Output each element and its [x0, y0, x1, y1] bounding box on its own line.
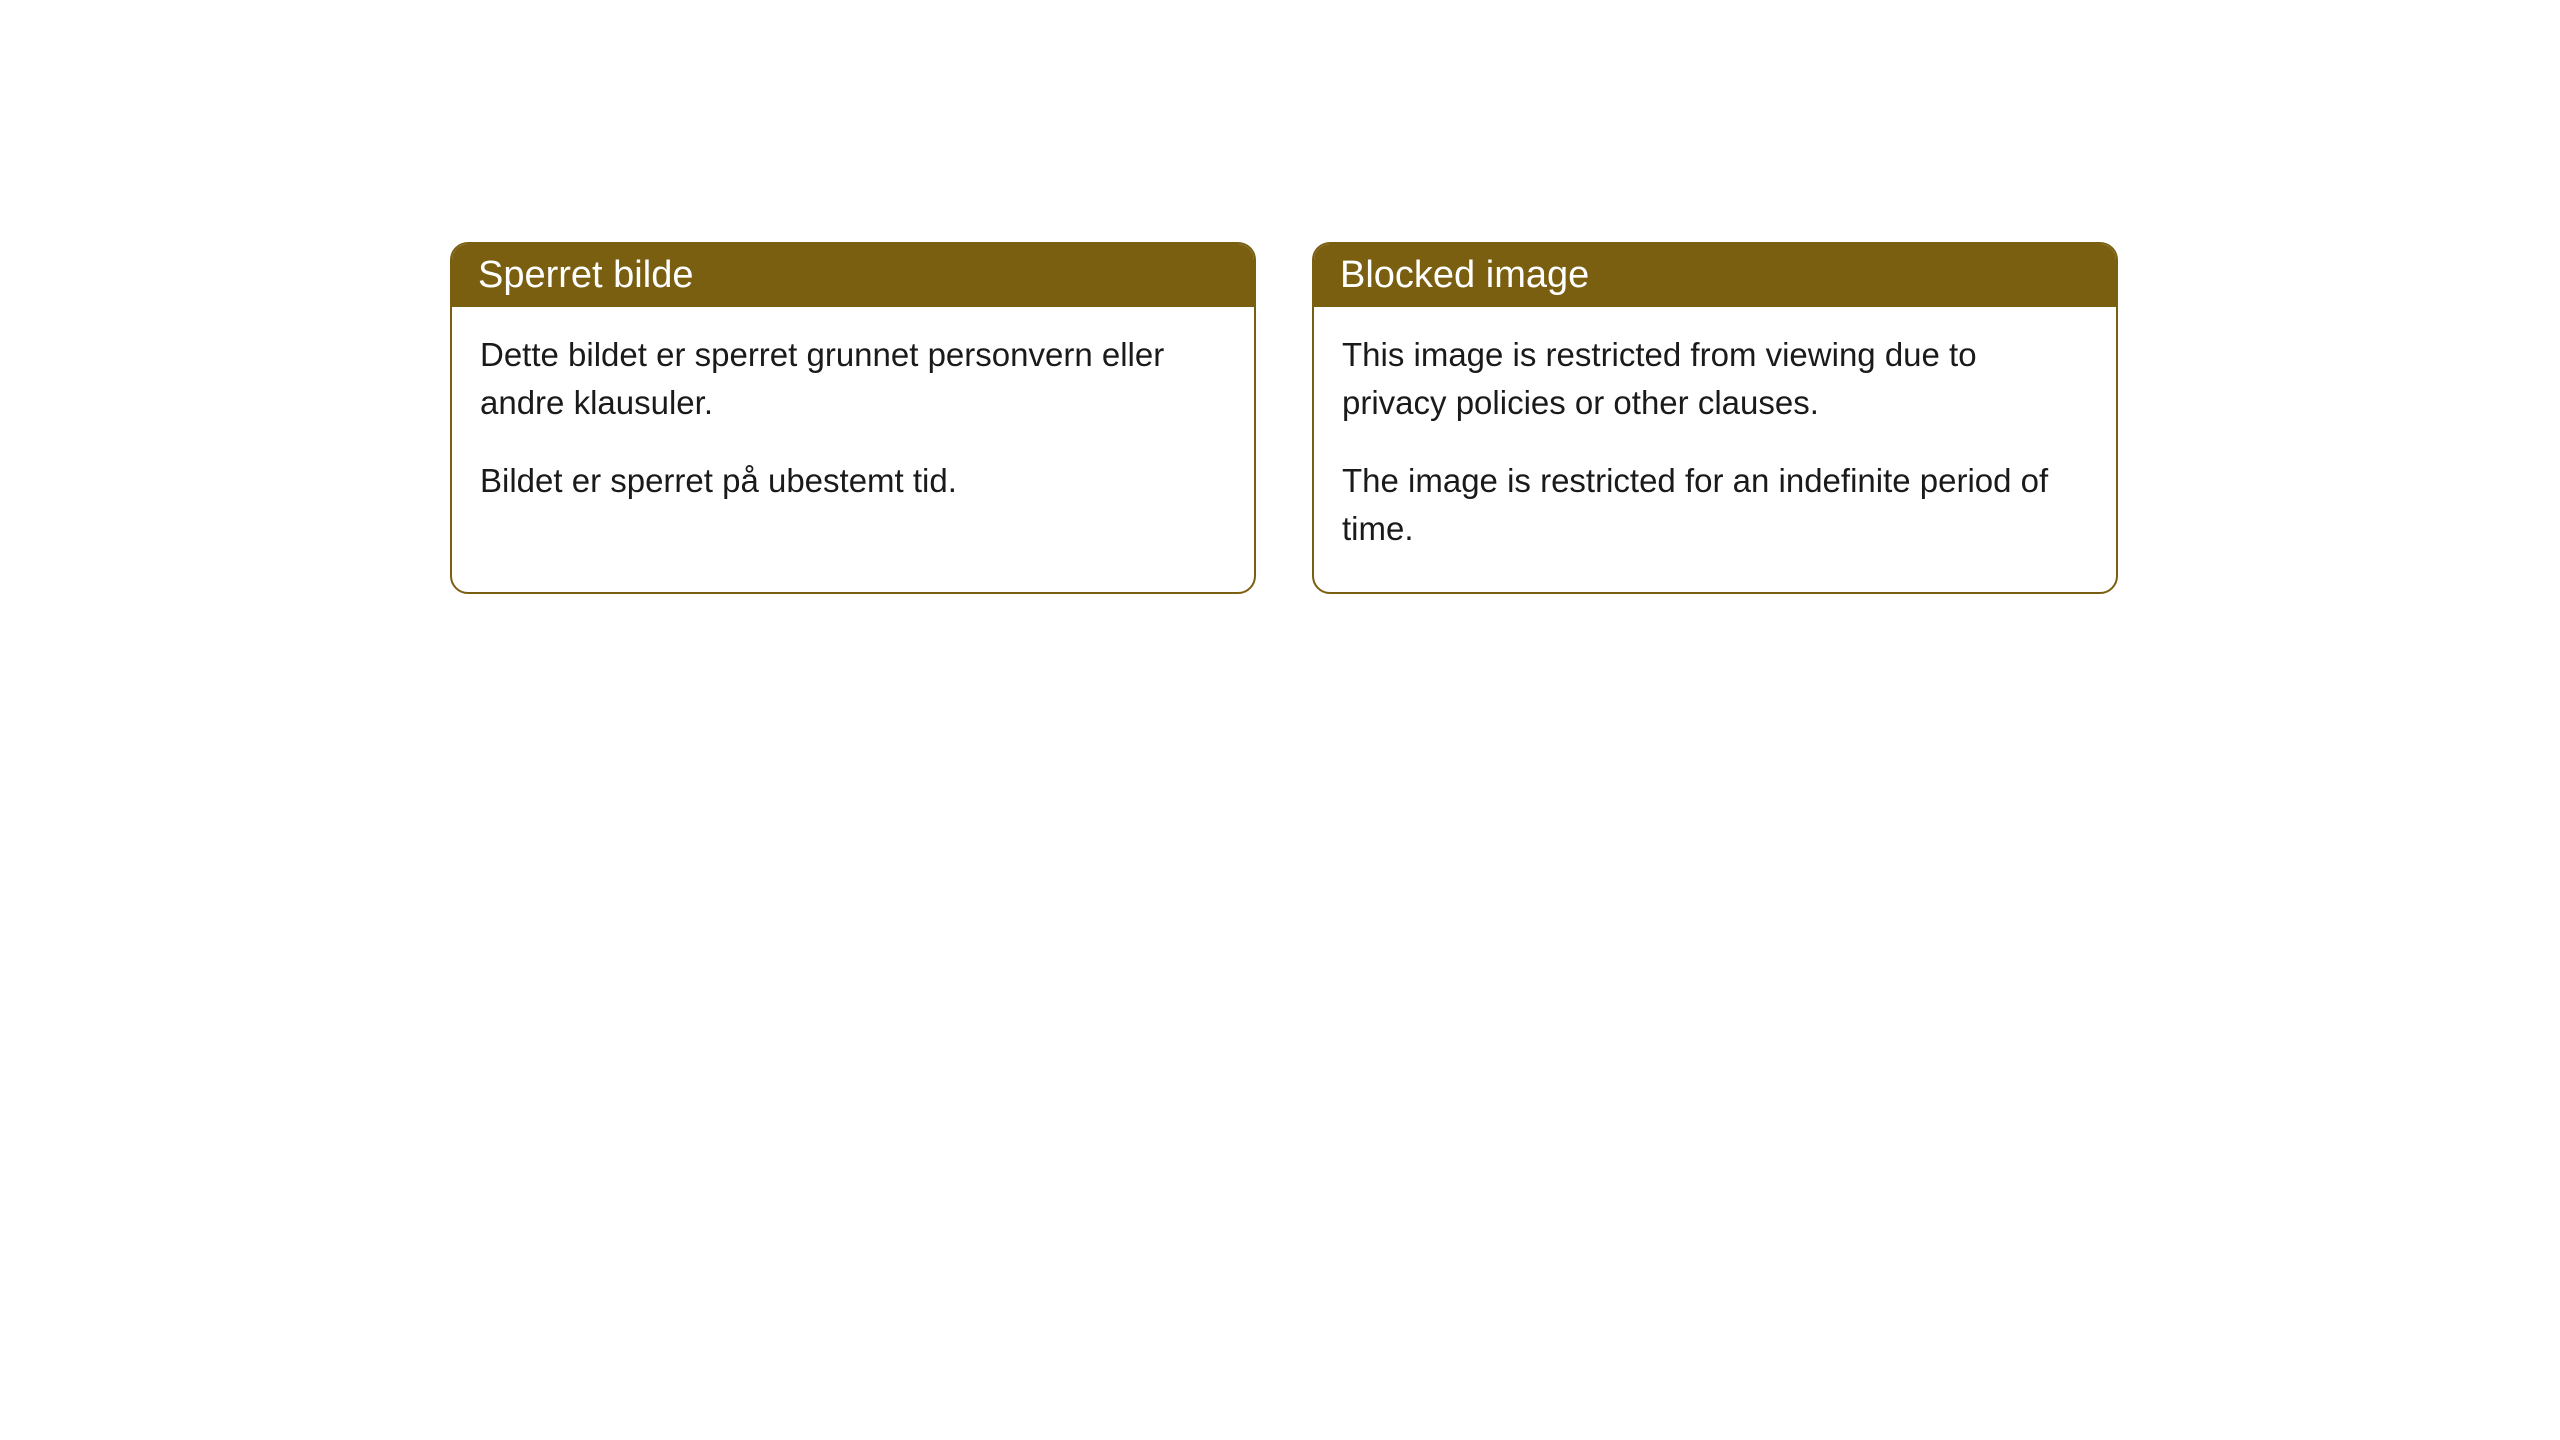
- card-paragraph-1-english: This image is restricted from viewing du…: [1342, 331, 2088, 427]
- notice-container: Sperret bilde Dette bildet er sperret gr…: [450, 242, 2118, 594]
- card-title-norwegian: Sperret bilde: [478, 254, 693, 296]
- card-body-norwegian: Dette bildet er sperret grunnet personve…: [452, 307, 1254, 545]
- blocked-image-card-english: Blocked image This image is restricted f…: [1312, 242, 2118, 594]
- card-header-english: Blocked image: [1314, 244, 2116, 307]
- card-paragraph-1-norwegian: Dette bildet er sperret grunnet personve…: [480, 331, 1226, 427]
- card-paragraph-2-english: The image is restricted for an indefinit…: [1342, 457, 2088, 553]
- card-header-norwegian: Sperret bilde: [452, 244, 1254, 307]
- blocked-image-card-norwegian: Sperret bilde Dette bildet er sperret gr…: [450, 242, 1256, 594]
- card-paragraph-2-norwegian: Bildet er sperret på ubestemt tid.: [480, 457, 1226, 505]
- card-title-english: Blocked image: [1340, 254, 1589, 296]
- card-body-english: This image is restricted from viewing du…: [1314, 307, 2116, 592]
